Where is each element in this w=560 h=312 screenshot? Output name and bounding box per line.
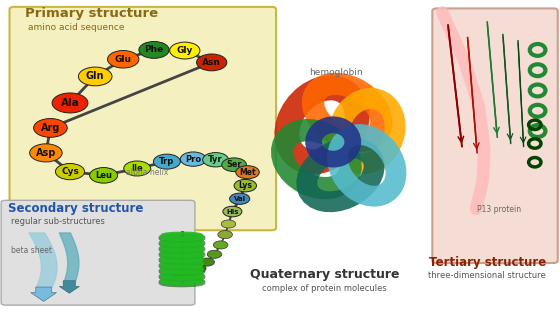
Circle shape — [203, 153, 228, 167]
Circle shape — [180, 152, 206, 166]
Text: Met: Met — [239, 168, 256, 177]
Text: Ala: Ala — [60, 98, 80, 108]
FancyArrow shape — [31, 287, 57, 301]
Text: complex of protein molecules: complex of protein molecules — [263, 284, 387, 293]
Text: Ser: Ser — [226, 160, 242, 169]
Text: Secondary structure: Secondary structure — [8, 202, 144, 215]
Text: beta sheet: beta sheet — [11, 246, 52, 255]
Circle shape — [223, 206, 242, 217]
Text: Gln: Gln — [86, 71, 105, 81]
FancyBboxPatch shape — [1, 200, 195, 305]
Circle shape — [234, 179, 256, 192]
Circle shape — [55, 163, 85, 180]
FancyBboxPatch shape — [432, 8, 558, 263]
Circle shape — [90, 168, 118, 183]
Circle shape — [172, 272, 186, 280]
Text: regular sub-structures: regular sub-structures — [11, 217, 105, 226]
Circle shape — [200, 258, 214, 266]
Text: hemoglobin: hemoglobin — [309, 68, 363, 77]
Text: Tyr: Tyr — [208, 155, 223, 164]
Text: His: His — [226, 208, 239, 215]
Text: Primary structure: Primary structure — [25, 7, 158, 20]
FancyBboxPatch shape — [10, 7, 276, 230]
Circle shape — [213, 241, 228, 249]
Text: Ile: Ile — [132, 164, 143, 173]
Circle shape — [124, 161, 151, 176]
Text: P13 protein: P13 protein — [477, 205, 521, 214]
Text: Leu: Leu — [95, 171, 112, 180]
Circle shape — [182, 269, 197, 277]
FancyArrow shape — [59, 281, 80, 293]
Text: Gly: Gly — [176, 46, 193, 55]
Circle shape — [207, 250, 222, 258]
Text: Cys: Cys — [61, 167, 79, 176]
Circle shape — [78, 67, 112, 86]
Circle shape — [218, 231, 232, 239]
Circle shape — [34, 119, 67, 137]
Circle shape — [30, 144, 62, 162]
Text: Pro: Pro — [185, 155, 201, 163]
Text: Asn: Asn — [202, 58, 221, 67]
Text: Asp: Asp — [36, 148, 56, 158]
Circle shape — [197, 54, 227, 71]
Text: Arg: Arg — [41, 123, 60, 133]
Text: Trp: Trp — [159, 157, 175, 166]
Text: Tertiary structure: Tertiary structure — [428, 256, 546, 269]
Text: Glu: Glu — [115, 55, 132, 64]
Circle shape — [236, 166, 259, 179]
Circle shape — [221, 220, 236, 228]
Text: Lys: Lys — [239, 181, 252, 190]
Text: Phe: Phe — [144, 46, 164, 54]
Circle shape — [52, 93, 88, 113]
Circle shape — [170, 42, 200, 59]
Text: three-dimensional structure: three-dimensional structure — [428, 271, 546, 280]
Text: amino acid sequence: amino acid sequence — [28, 23, 124, 32]
Text: Quaternary structure: Quaternary structure — [250, 268, 399, 281]
Circle shape — [139, 41, 169, 58]
Circle shape — [222, 158, 246, 172]
Circle shape — [108, 51, 139, 68]
Circle shape — [153, 154, 180, 169]
Text: Val: Val — [234, 196, 246, 202]
Circle shape — [192, 264, 206, 272]
Circle shape — [230, 193, 250, 204]
Text: alpha helix: alpha helix — [126, 168, 169, 177]
